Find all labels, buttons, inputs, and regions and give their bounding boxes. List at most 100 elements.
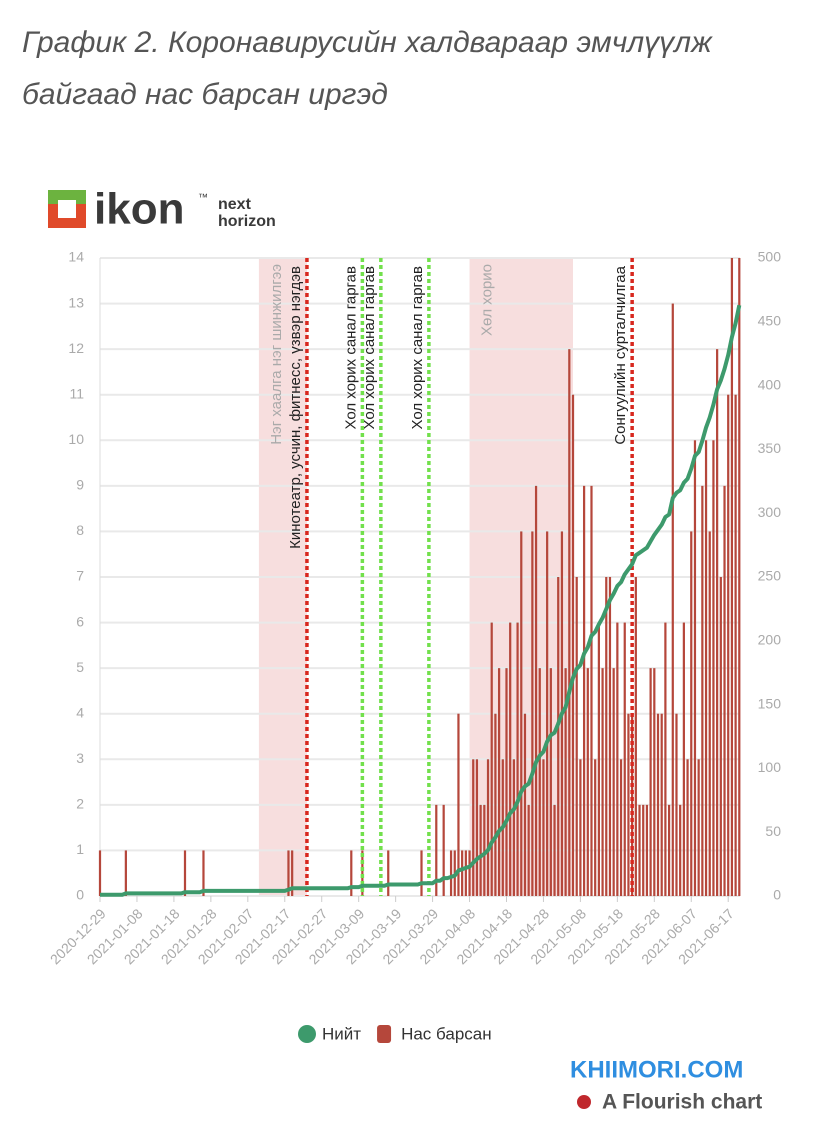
bar bbox=[461, 850, 464, 896]
event-label: Хол хорих санал гаргав bbox=[342, 266, 359, 430]
legend: Нийт Нас барсан bbox=[298, 1024, 492, 1043]
y-tick-label: 5 bbox=[76, 659, 84, 675]
bar bbox=[608, 577, 612, 896]
bar bbox=[723, 485, 726, 896]
bar bbox=[708, 531, 711, 896]
credit: A Flourish chart bbox=[602, 1091, 762, 1114]
y2-tick-label: 300 bbox=[758, 504, 782, 520]
bar bbox=[202, 850, 205, 896]
bar bbox=[442, 804, 445, 896]
logo-name: ikon bbox=[94, 185, 184, 234]
bar bbox=[457, 713, 460, 896]
bar bbox=[494, 713, 497, 896]
bar bbox=[727, 394, 730, 896]
legend-label: Нас барсан bbox=[401, 1024, 492, 1043]
bar bbox=[686, 759, 689, 896]
watermark: KHIIMORI.COM bbox=[570, 1056, 743, 1083]
bar bbox=[420, 850, 423, 896]
bar bbox=[571, 394, 575, 896]
bar bbox=[693, 440, 697, 896]
bar bbox=[730, 258, 734, 896]
bar bbox=[523, 713, 527, 896]
y-tick-label: 2 bbox=[76, 796, 84, 812]
bar bbox=[734, 394, 737, 896]
bar bbox=[590, 485, 593, 896]
bar bbox=[531, 531, 534, 896]
bar bbox=[664, 622, 667, 896]
y-tick-label: 9 bbox=[76, 477, 84, 493]
bar bbox=[594, 759, 597, 896]
bar bbox=[527, 804, 530, 896]
bar bbox=[642, 804, 645, 896]
credit-icon bbox=[577, 1095, 591, 1109]
bar bbox=[287, 850, 290, 896]
event-label: Сонгуулийн сурталчилгаа bbox=[612, 265, 629, 444]
logo-icon bbox=[48, 190, 86, 204]
bar bbox=[516, 622, 519, 896]
event-label: Хол хорих санал гаргав bbox=[361, 266, 378, 430]
y-tick-label: 0 bbox=[76, 887, 84, 903]
bar bbox=[653, 668, 656, 896]
bar bbox=[449, 850, 453, 896]
y2-tick-label: 350 bbox=[758, 440, 782, 456]
bar bbox=[483, 804, 486, 896]
legend-label: Нийт bbox=[322, 1024, 361, 1043]
bar bbox=[479, 804, 482, 896]
bar bbox=[719, 577, 722, 896]
bar bbox=[534, 485, 538, 896]
y-tick-label: 14 bbox=[68, 249, 84, 265]
bar bbox=[649, 668, 652, 896]
bar bbox=[472, 759, 475, 896]
bar bbox=[623, 622, 626, 896]
bar bbox=[435, 804, 438, 896]
bar bbox=[387, 850, 390, 896]
y-tick-label: 6 bbox=[76, 613, 84, 629]
bar bbox=[638, 804, 641, 896]
logo: ikon ™ next horizon bbox=[48, 185, 276, 234]
y2-tick-label: 150 bbox=[758, 695, 782, 711]
event-label: Хол хорих санал гаргав bbox=[409, 266, 426, 430]
bar bbox=[486, 759, 490, 896]
bar bbox=[679, 804, 682, 896]
bar bbox=[597, 622, 600, 896]
bar bbox=[291, 850, 294, 896]
y2-tick-label: 500 bbox=[758, 249, 782, 265]
bar bbox=[361, 850, 364, 896]
bar bbox=[124, 850, 127, 896]
logo-tag: horizon bbox=[218, 213, 276, 230]
bar bbox=[660, 713, 663, 896]
y-tick-label: 8 bbox=[76, 522, 84, 538]
bar bbox=[468, 850, 471, 896]
bar bbox=[538, 668, 541, 896]
y-tick-label: 1 bbox=[76, 841, 84, 857]
bar bbox=[712, 440, 715, 896]
bar bbox=[601, 668, 604, 896]
bar bbox=[667, 804, 671, 896]
bar bbox=[704, 440, 708, 896]
bar bbox=[675, 713, 678, 896]
bar bbox=[512, 759, 515, 896]
bar bbox=[546, 531, 549, 896]
band-label: Хөл хорио bbox=[479, 264, 496, 336]
logo-tm: ™ bbox=[198, 193, 208, 204]
y2-tick-label: 400 bbox=[758, 376, 782, 392]
bar bbox=[616, 622, 619, 896]
y-tick-label: 3 bbox=[76, 750, 84, 766]
y-tick-label: 11 bbox=[69, 385, 84, 401]
bar bbox=[520, 531, 523, 896]
bar bbox=[671, 303, 674, 897]
bar bbox=[98, 850, 102, 896]
bar bbox=[553, 804, 556, 896]
bar bbox=[612, 668, 615, 896]
bar bbox=[509, 622, 512, 896]
bar bbox=[464, 850, 467, 896]
bar bbox=[697, 759, 700, 896]
y2-tick-label: 50 bbox=[765, 823, 781, 839]
band-label: Нэг хаалга нэг шинжилгээ bbox=[268, 264, 285, 445]
logo-icon bbox=[58, 200, 76, 218]
bar bbox=[490, 622, 493, 896]
chart-title: байгаад нас барсан иргэд bbox=[22, 78, 388, 111]
bar bbox=[682, 622, 685, 896]
bar bbox=[505, 668, 508, 896]
